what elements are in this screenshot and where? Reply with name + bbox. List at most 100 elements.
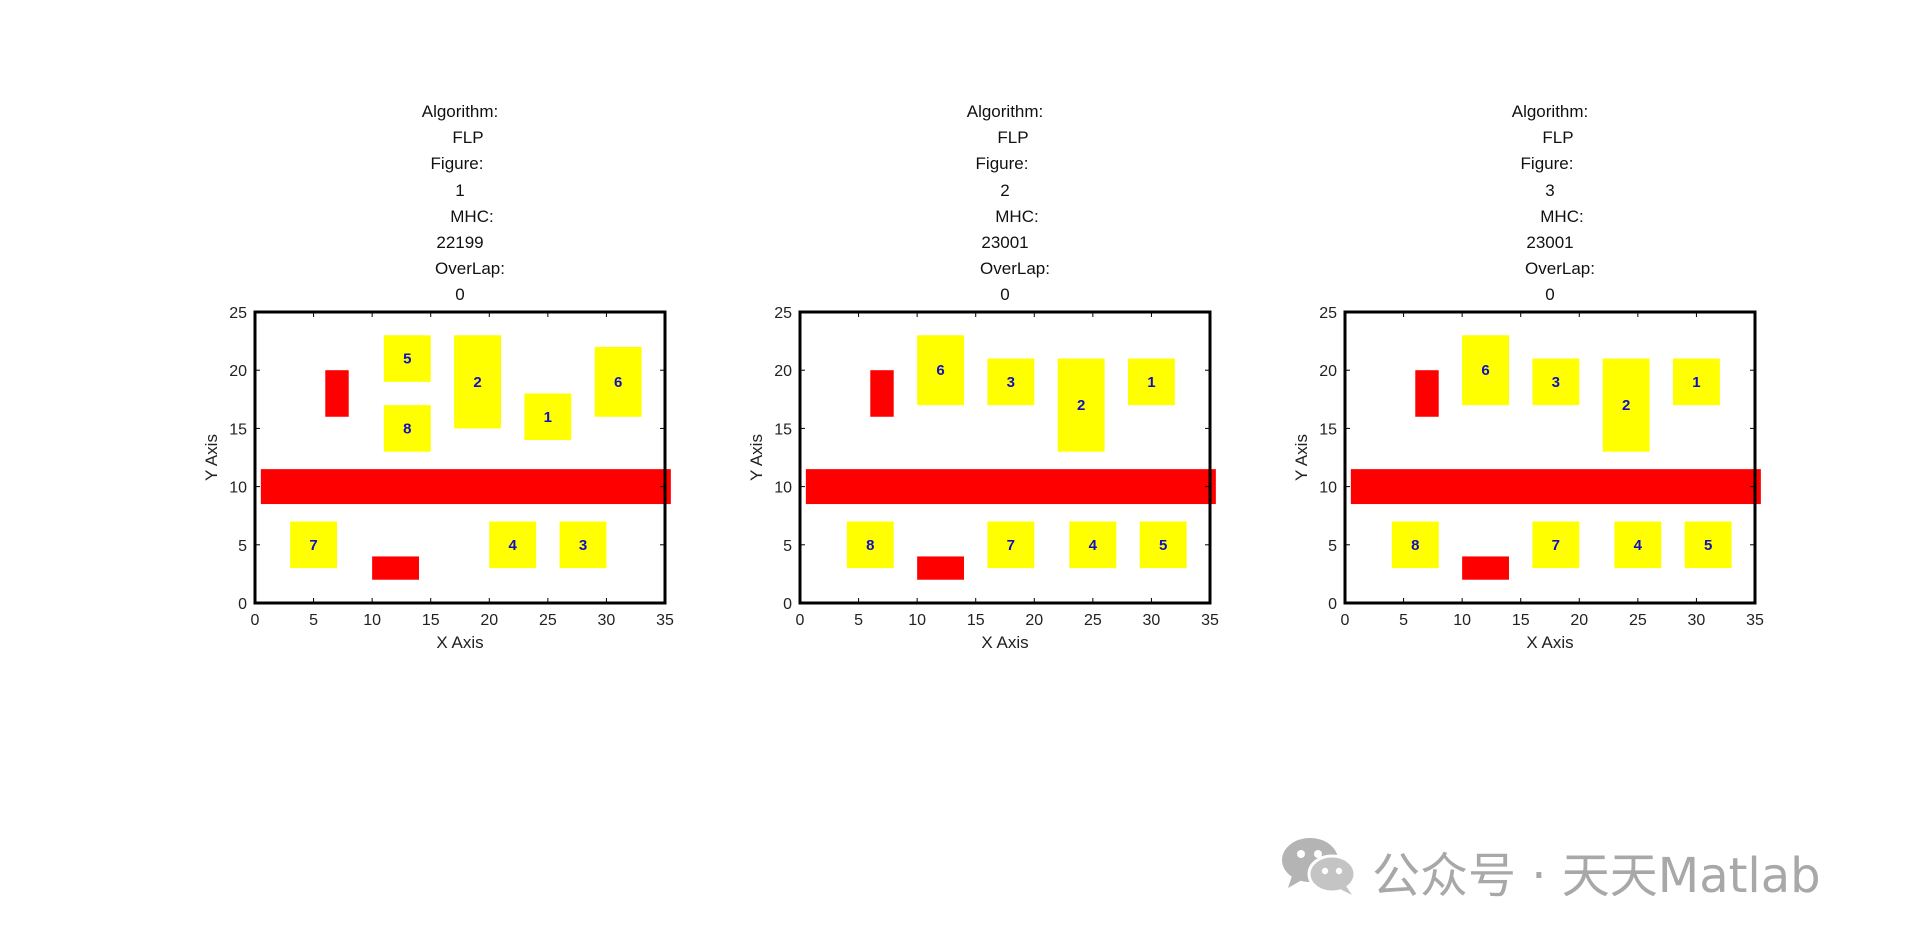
title-line: Algorithm: bbox=[1511, 102, 1589, 121]
x-tick-label: 5 bbox=[309, 612, 318, 629]
obstacle-block bbox=[805, 469, 1216, 505]
title-line: 23001 bbox=[981, 233, 1029, 252]
facility-block bbox=[917, 335, 964, 406]
y-tick-label: 0 bbox=[238, 596, 247, 613]
title-line: OverLap: bbox=[1525, 259, 1595, 279]
x-tick-label: 25 bbox=[539, 612, 557, 629]
subplot-2: Algorithm: FLP Figure: 2 MHC: 23001 OverLap: 0 … bbox=[745, 0, 1365, 700]
x-tick-label: 5 bbox=[854, 612, 863, 629]
y-tick-label: 20 bbox=[1319, 363, 1337, 380]
x-axis-label: X Axis bbox=[436, 633, 483, 652]
obstacle-block bbox=[870, 370, 894, 417]
title-line: OverLap: bbox=[980, 259, 1050, 279]
facility-label: 4 bbox=[1089, 537, 1098, 554]
x-tick-label: 35 bbox=[1201, 612, 1219, 629]
obstacle-block bbox=[325, 370, 349, 417]
facility-block bbox=[1532, 521, 1580, 569]
axes-box bbox=[1343, 310, 1757, 605]
obstacle-block bbox=[1350, 469, 1761, 505]
facility-label: 7 bbox=[1552, 537, 1560, 554]
facility-block bbox=[1462, 335, 1509, 406]
facility-label: 2 bbox=[1622, 397, 1630, 414]
x-tick-label: 10 bbox=[363, 612, 381, 629]
facility-label: 1 bbox=[1692, 374, 1700, 391]
x-tick-label: 30 bbox=[1688, 612, 1706, 629]
y-axis-label: Y Axis bbox=[1292, 434, 1311, 481]
title-line: 2 bbox=[1000, 180, 1010, 200]
y-tick-label: 25 bbox=[774, 305, 792, 322]
x-tick-label: 0 bbox=[796, 612, 805, 629]
x-axis-label: X Axis bbox=[981, 633, 1028, 652]
y-axis-label: Y Axis bbox=[747, 434, 766, 481]
facility-block bbox=[987, 358, 1035, 406]
y-axis-label: Y Axis bbox=[202, 434, 221, 481]
x-tick-label: 15 bbox=[422, 612, 440, 629]
title-line: 22199 bbox=[436, 233, 484, 252]
facility-label: 8 bbox=[403, 420, 411, 437]
y-tick-label: 20 bbox=[229, 363, 247, 380]
axes-box bbox=[798, 310, 1212, 605]
obstacle-block bbox=[1462, 556, 1509, 580]
y-tick-label: 10 bbox=[774, 480, 792, 497]
x-tick-label: 20 bbox=[1570, 612, 1588, 629]
subplot-1: Algorithm: FLP Figure: 1 MHC: 22199 OverLap: 0 … bbox=[200, 0, 820, 700]
facility-block bbox=[383, 405, 431, 452]
title-line: Figure: bbox=[430, 154, 484, 174]
x-tick-label: 5 bbox=[1399, 612, 1408, 629]
x-tick-label: 25 bbox=[1084, 612, 1102, 629]
facility-label: 3 bbox=[1552, 374, 1560, 391]
y-tick-label: 25 bbox=[229, 305, 247, 322]
facility-label: 2 bbox=[473, 374, 481, 391]
obstacle-block bbox=[917, 556, 964, 580]
x-tick-label: 30 bbox=[1143, 612, 1161, 629]
facility-label: 8 bbox=[866, 537, 874, 554]
facility-block bbox=[1128, 358, 1175, 406]
title-line: 23001 bbox=[1526, 233, 1574, 252]
x-tick-label: 35 bbox=[656, 612, 674, 629]
x-tick-label: 20 bbox=[480, 612, 498, 629]
facility-block bbox=[1391, 521, 1439, 569]
facility-block bbox=[489, 521, 537, 569]
facility-block bbox=[290, 521, 337, 569]
title-line: 3 bbox=[1545, 180, 1555, 200]
title-line: MHC: bbox=[1540, 206, 1584, 226]
facility-label: 1 bbox=[544, 409, 552, 426]
facility-label: 6 bbox=[614, 374, 622, 391]
layout-plot: 6 3 2 1 8 7 4 5 0 5 10 15 20 25 30 35 0 5 10 15 20 25 X Axis Y … bbox=[747, 305, 1219, 652]
facility-label: 5 bbox=[1159, 537, 1167, 554]
facility-block bbox=[594, 346, 642, 417]
y-tick-label: 15 bbox=[1319, 421, 1337, 438]
obstacle-block bbox=[260, 469, 671, 505]
layout-plot: 6 3 2 1 8 7 4 5 0 5 10 15 20 25 30 35 0 5 10 15 20 25 X Axis Y … bbox=[1292, 305, 1764, 652]
title-line: 0 bbox=[1000, 285, 1010, 305]
title-line: Algorithm: bbox=[421, 102, 499, 121]
y-tick-label: 25 bbox=[1319, 305, 1337, 322]
y-tick-label: 0 bbox=[1328, 596, 1337, 613]
y-tick-label: 15 bbox=[229, 421, 247, 438]
facility-block bbox=[559, 521, 607, 569]
title-line: FLP bbox=[452, 128, 484, 148]
facility-block bbox=[1069, 521, 1117, 569]
facility-label: 7 bbox=[1007, 537, 1015, 554]
wechat-icon bbox=[1280, 834, 1358, 908]
facility-label: 3 bbox=[579, 537, 587, 554]
facility-label: 6 bbox=[936, 362, 944, 379]
facility-label: 5 bbox=[403, 351, 411, 368]
x-tick-label: 25 bbox=[1629, 612, 1647, 629]
facility-label: 7 bbox=[309, 537, 317, 554]
axes-box bbox=[253, 310, 667, 605]
y-tick-label: 0 bbox=[783, 596, 792, 613]
title-line: FLP bbox=[1542, 128, 1574, 148]
watermark-text: 公众号 · 天天Matlab bbox=[1372, 848, 1821, 904]
facility-block bbox=[1602, 358, 1650, 452]
x-tick-label: 30 bbox=[598, 612, 616, 629]
title-line: OverLap: bbox=[435, 259, 505, 279]
y-tick-label: 10 bbox=[229, 480, 247, 497]
facility-label: 4 bbox=[1634, 537, 1643, 554]
x-tick-label: 10 bbox=[1453, 612, 1471, 629]
obstacle-block bbox=[1415, 370, 1439, 417]
y-tick-label: 5 bbox=[783, 538, 792, 555]
title-line: 0 bbox=[1545, 285, 1555, 305]
x-tick-label: 10 bbox=[908, 612, 926, 629]
